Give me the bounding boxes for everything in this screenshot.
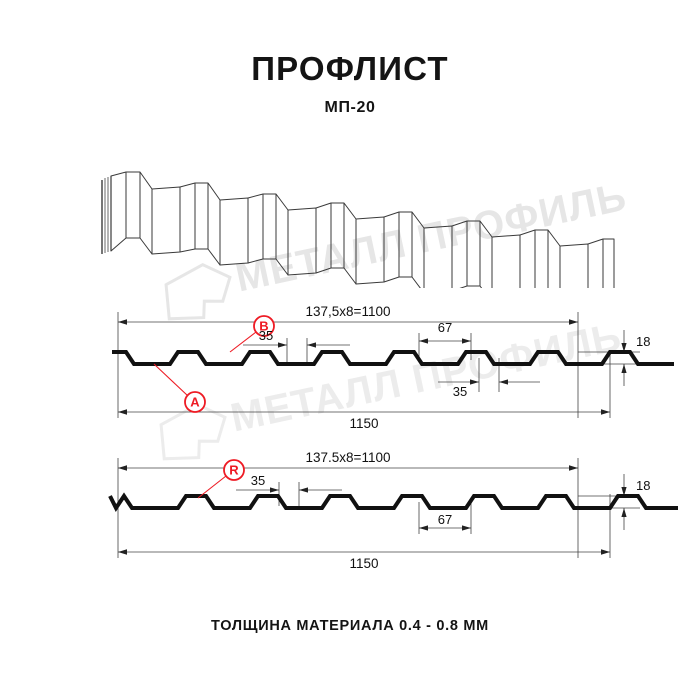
- arrow-1150-right-r: [601, 549, 610, 555]
- arrow-67-right-r: [462, 525, 471, 531]
- callout-r-circle[interactable]: [223, 459, 245, 481]
- profile-outline-a-b: [112, 350, 674, 366]
- callout-a-circle[interactable]: [184, 391, 206, 413]
- callout-b-circle[interactable]: [253, 315, 275, 337]
- callouts-group-r: R: [197, 459, 245, 499]
- arrow-67-right: [462, 338, 471, 344]
- page-subtitle: МП-20: [324, 98, 376, 116]
- isometric-svg: [101, 171, 615, 312]
- arrow-1100-right: [569, 319, 578, 325]
- arrow-18-bottom-r: [621, 508, 627, 517]
- dim-text-crest-35: 35: [259, 328, 273, 343]
- cross-section-r-svg: R 137.5x8=1100 1150 35 67 18: [108, 450, 678, 571]
- callout-r-label: R: [229, 463, 239, 478]
- arrow-1100-left-r: [118, 465, 127, 471]
- dim-text-overall-bottom: 1150: [349, 416, 378, 431]
- cross-section-r: R 137.5x8=1100 1150 35 67 18: [30, 440, 690, 575]
- page-title: ПРОФЛИСТ: [251, 50, 449, 87]
- isometric-view: [96, 158, 616, 312]
- iso-left-edge: [101, 176, 112, 254]
- dim-text-overall-top-r: 137.5x8=1100: [306, 450, 391, 465]
- arrow-crest35-b-r: [299, 487, 308, 493]
- dim-text-crest-35-r: 35: [251, 473, 265, 488]
- dim-text-height-18-r: 18: [636, 478, 650, 493]
- arrow-crest35-a: [278, 342, 287, 348]
- arrow-1100-right-r: [569, 465, 578, 471]
- footer-block: ТОЛЩИНА МАТЕРИАЛА 0.4 - 0.8 ММ: [0, 618, 700, 634]
- arrow-valley35-b: [499, 379, 508, 385]
- profile-outline-r: [108, 492, 678, 512]
- dimension-lines-group-r: [117, 458, 640, 558]
- material-thickness-note: ТОЛЩИНА МАТЕРИАЛА 0.4 - 0.8 ММ: [211, 618, 489, 634]
- dim-text-height-18: 18: [636, 334, 650, 349]
- arrow-18-bottom: [621, 364, 627, 373]
- arrow-1150-left-r: [118, 549, 127, 555]
- dimension-arrows-group: [118, 319, 627, 415]
- dim-text-overall-bottom-r: 1150: [349, 556, 378, 571]
- cross-section-a-b-svg: A B 137,5x8=1100 1150 35 67 35 18: [112, 304, 674, 431]
- arrow-crest35-b: [307, 342, 316, 348]
- arrow-1150-right: [601, 409, 610, 415]
- callouts-group-a-b: A B: [153, 315, 275, 413]
- dim-text-overall-top: 137,5x8=1100: [306, 304, 391, 319]
- callout-b-label: B: [259, 319, 268, 334]
- arrow-67-left-r: [419, 525, 428, 531]
- callout-b-leader: [229, 331, 257, 353]
- arrow-18-top: [621, 343, 627, 352]
- callout-r-leader: [197, 475, 227, 499]
- title-block: ПРОФЛИСТ МП-20: [0, 50, 700, 117]
- arrow-valley35-a: [470, 379, 479, 385]
- dim-text-valley-67-r: 67: [438, 512, 452, 527]
- dimension-arrows-group-r: [118, 465, 627, 555]
- callout-a-leader: [153, 363, 189, 397]
- callout-a-label: A: [190, 395, 200, 410]
- arrow-1100-left: [118, 319, 127, 325]
- arrow-18-top-r: [621, 487, 627, 496]
- dim-text-valley-35: 35: [453, 384, 467, 399]
- cross-section-a-b: A B 137,5x8=1100 1150 35 67 35 18: [30, 300, 690, 435]
- iso-wave-group: [110, 171, 615, 312]
- arrow-1150-left: [118, 409, 127, 415]
- arrow-67-left: [419, 338, 428, 344]
- arrow-crest35-a-r: [270, 487, 279, 493]
- dim-text-67: 67: [438, 320, 452, 335]
